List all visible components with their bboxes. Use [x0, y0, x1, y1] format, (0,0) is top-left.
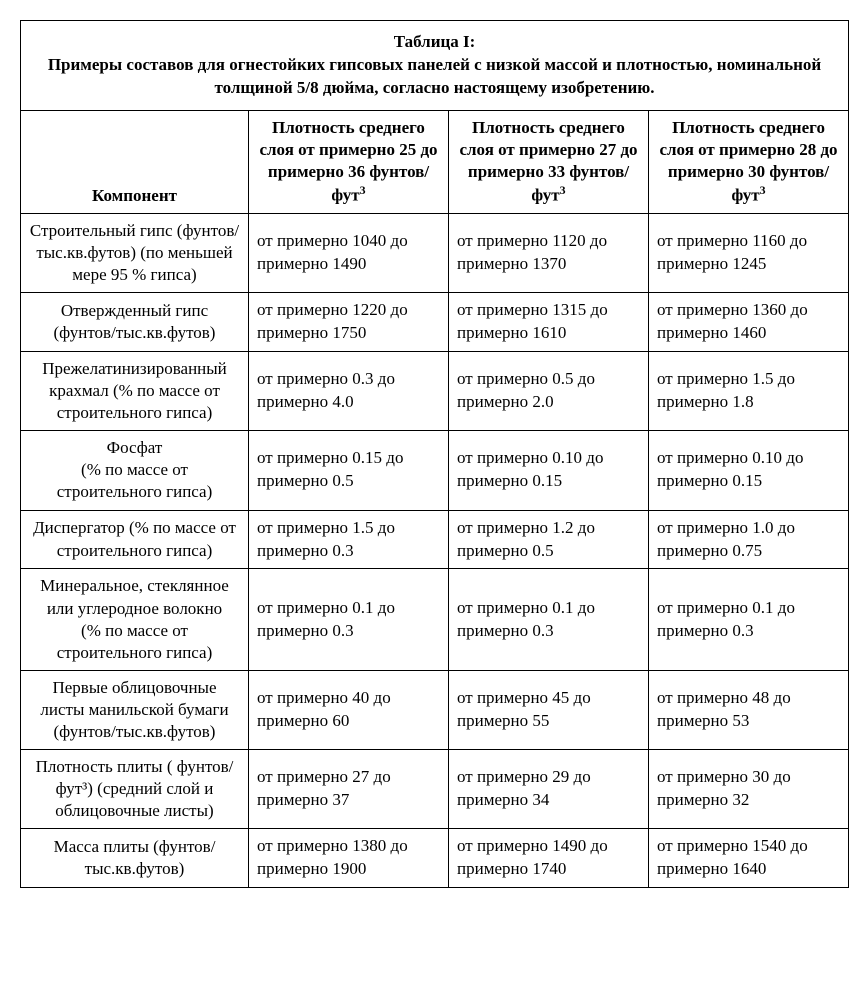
cell-value: от примерно 29 до примерно 34 [449, 750, 649, 829]
sup-3-a: 3 [360, 183, 366, 197]
table-row: Отвержденный гипс (фунтов/тыс.кв.футов)о… [21, 293, 849, 352]
col-header-density-3: Плотность среднего слоя от примерно 28 д… [649, 110, 849, 213]
cell-value: от примерно 1360 до примерно 1460 [649, 293, 849, 352]
table-row: Фосфат(% по массе от строительного гипса… [21, 431, 849, 510]
table-row: Строительный гипс (фунтов/тыс.кв.футов) … [21, 213, 849, 292]
cell-value: от примерно 30 до примерно 32 [649, 750, 849, 829]
cell-value: от примерно 0.15 до примерно 0.5 [249, 431, 449, 510]
header-row: Компонент Плотность среднего слоя от при… [21, 110, 849, 213]
table-row: Масса плиты (фунтов/тыс.кв.футов)от прим… [21, 829, 849, 888]
table-row: Прежелатинизированный крахмал (% по масс… [21, 352, 849, 431]
cell-value: от примерно 1160 до примерно 1245 [649, 213, 849, 292]
cell-value: от примерно 0.1 до примерно 0.3 [649, 569, 849, 670]
table-row: Минеральное, стеклянное или углеродное в… [21, 569, 849, 670]
row-label: Масса плиты (фунтов/тыс.кв.футов) [21, 829, 249, 888]
col-header-1-text: Плотность среднего слоя от примерно 25 д… [259, 118, 437, 205]
col-header-3-text: Плотность среднего слоя от примерно 28 д… [659, 118, 837, 205]
col-header-density-2: Плотность среднего слоя от примерно 27 д… [449, 110, 649, 213]
cell-value: от примерно 1315 до примерно 1610 [449, 293, 649, 352]
table-row: Диспергатор (% по массе от строительного… [21, 510, 849, 569]
cell-value: от примерно 45 до примерно 55 [449, 670, 649, 749]
cell-value: от примерно 1120 до примерно 1370 [449, 213, 649, 292]
cell-value: от примерно 1.0 до примерно 0.75 [649, 510, 849, 569]
cell-value: от примерно 1.2 до примерно 0.5 [449, 510, 649, 569]
table-title: Таблица I: Примеры составов для огнестой… [21, 21, 849, 111]
table-row: Первые облицовочные листы манильской бум… [21, 670, 849, 749]
row-label: Фосфат(% по массе от строительного гипса… [21, 431, 249, 510]
table-body: Строительный гипс (фунтов/тыс.кв.футов) … [21, 213, 849, 887]
table-container: Таблица I: Примеры составов для огнестой… [20, 20, 848, 888]
cell-value: от примерно 1540 до примерно 1640 [649, 829, 849, 888]
row-label: Прежелатинизированный крахмал (% по масс… [21, 352, 249, 431]
cell-value: от примерно 0.10 до примерно 0.15 [449, 431, 649, 510]
cell-value: от примерно 0.1 до примерно 0.3 [449, 569, 649, 670]
row-label: Отвержденный гипс (фунтов/тыс.кв.футов) [21, 293, 249, 352]
row-label: Минеральное, стеклянное или углеродное в… [21, 569, 249, 670]
table-row: Плотность плиты ( фунтов/фут³) (средний … [21, 750, 849, 829]
cell-value: от примерно 40 до примерно 60 [249, 670, 449, 749]
row-label: Диспергатор (% по массе от строительного… [21, 510, 249, 569]
sup-3-b: 3 [560, 183, 566, 197]
cell-value: от примерно 0.1 до примерно 0.3 [249, 569, 449, 670]
col-header-2-text: Плотность среднего слоя от примерно 27 д… [459, 118, 637, 205]
cell-value: от примерно 0.3 до примерно 4.0 [249, 352, 449, 431]
cell-value: от примерно 1.5 до примерно 0.3 [249, 510, 449, 569]
cell-value: от примерно 48 до примерно 53 [649, 670, 849, 749]
title-line-1: Таблица I: [394, 32, 476, 51]
cell-value: от примерно 1490 до примерно 1740 [449, 829, 649, 888]
col-header-component: Компонент [21, 110, 249, 213]
cell-value: от примерно 1380 до примерно 1900 [249, 829, 449, 888]
cell-value: от примерно 1.5 до примерно 1.8 [649, 352, 849, 431]
row-label: Плотность плиты ( фунтов/фут³) (средний … [21, 750, 249, 829]
cell-value: от примерно 1040 до примерно 1490 [249, 213, 449, 292]
sup-3-c: 3 [760, 183, 766, 197]
title-line-2: Примеры составов для огнестойких гипсовы… [48, 55, 821, 97]
row-label: Строительный гипс (фунтов/тыс.кв.футов) … [21, 213, 249, 292]
composition-table: Таблица I: Примеры составов для огнестой… [20, 20, 849, 888]
cell-value: от примерно 1220 до примерно 1750 [249, 293, 449, 352]
cell-value: от примерно 0.5 до примерно 2.0 [449, 352, 649, 431]
title-row: Таблица I: Примеры составов для огнестой… [21, 21, 849, 111]
cell-value: от примерно 27 до примерно 37 [249, 750, 449, 829]
cell-value: от примерно 0.10 до примерно 0.15 [649, 431, 849, 510]
row-label: Первые облицовочные листы манильской бум… [21, 670, 249, 749]
col-header-density-1: Плотность среднего слоя от примерно 25 д… [249, 110, 449, 213]
